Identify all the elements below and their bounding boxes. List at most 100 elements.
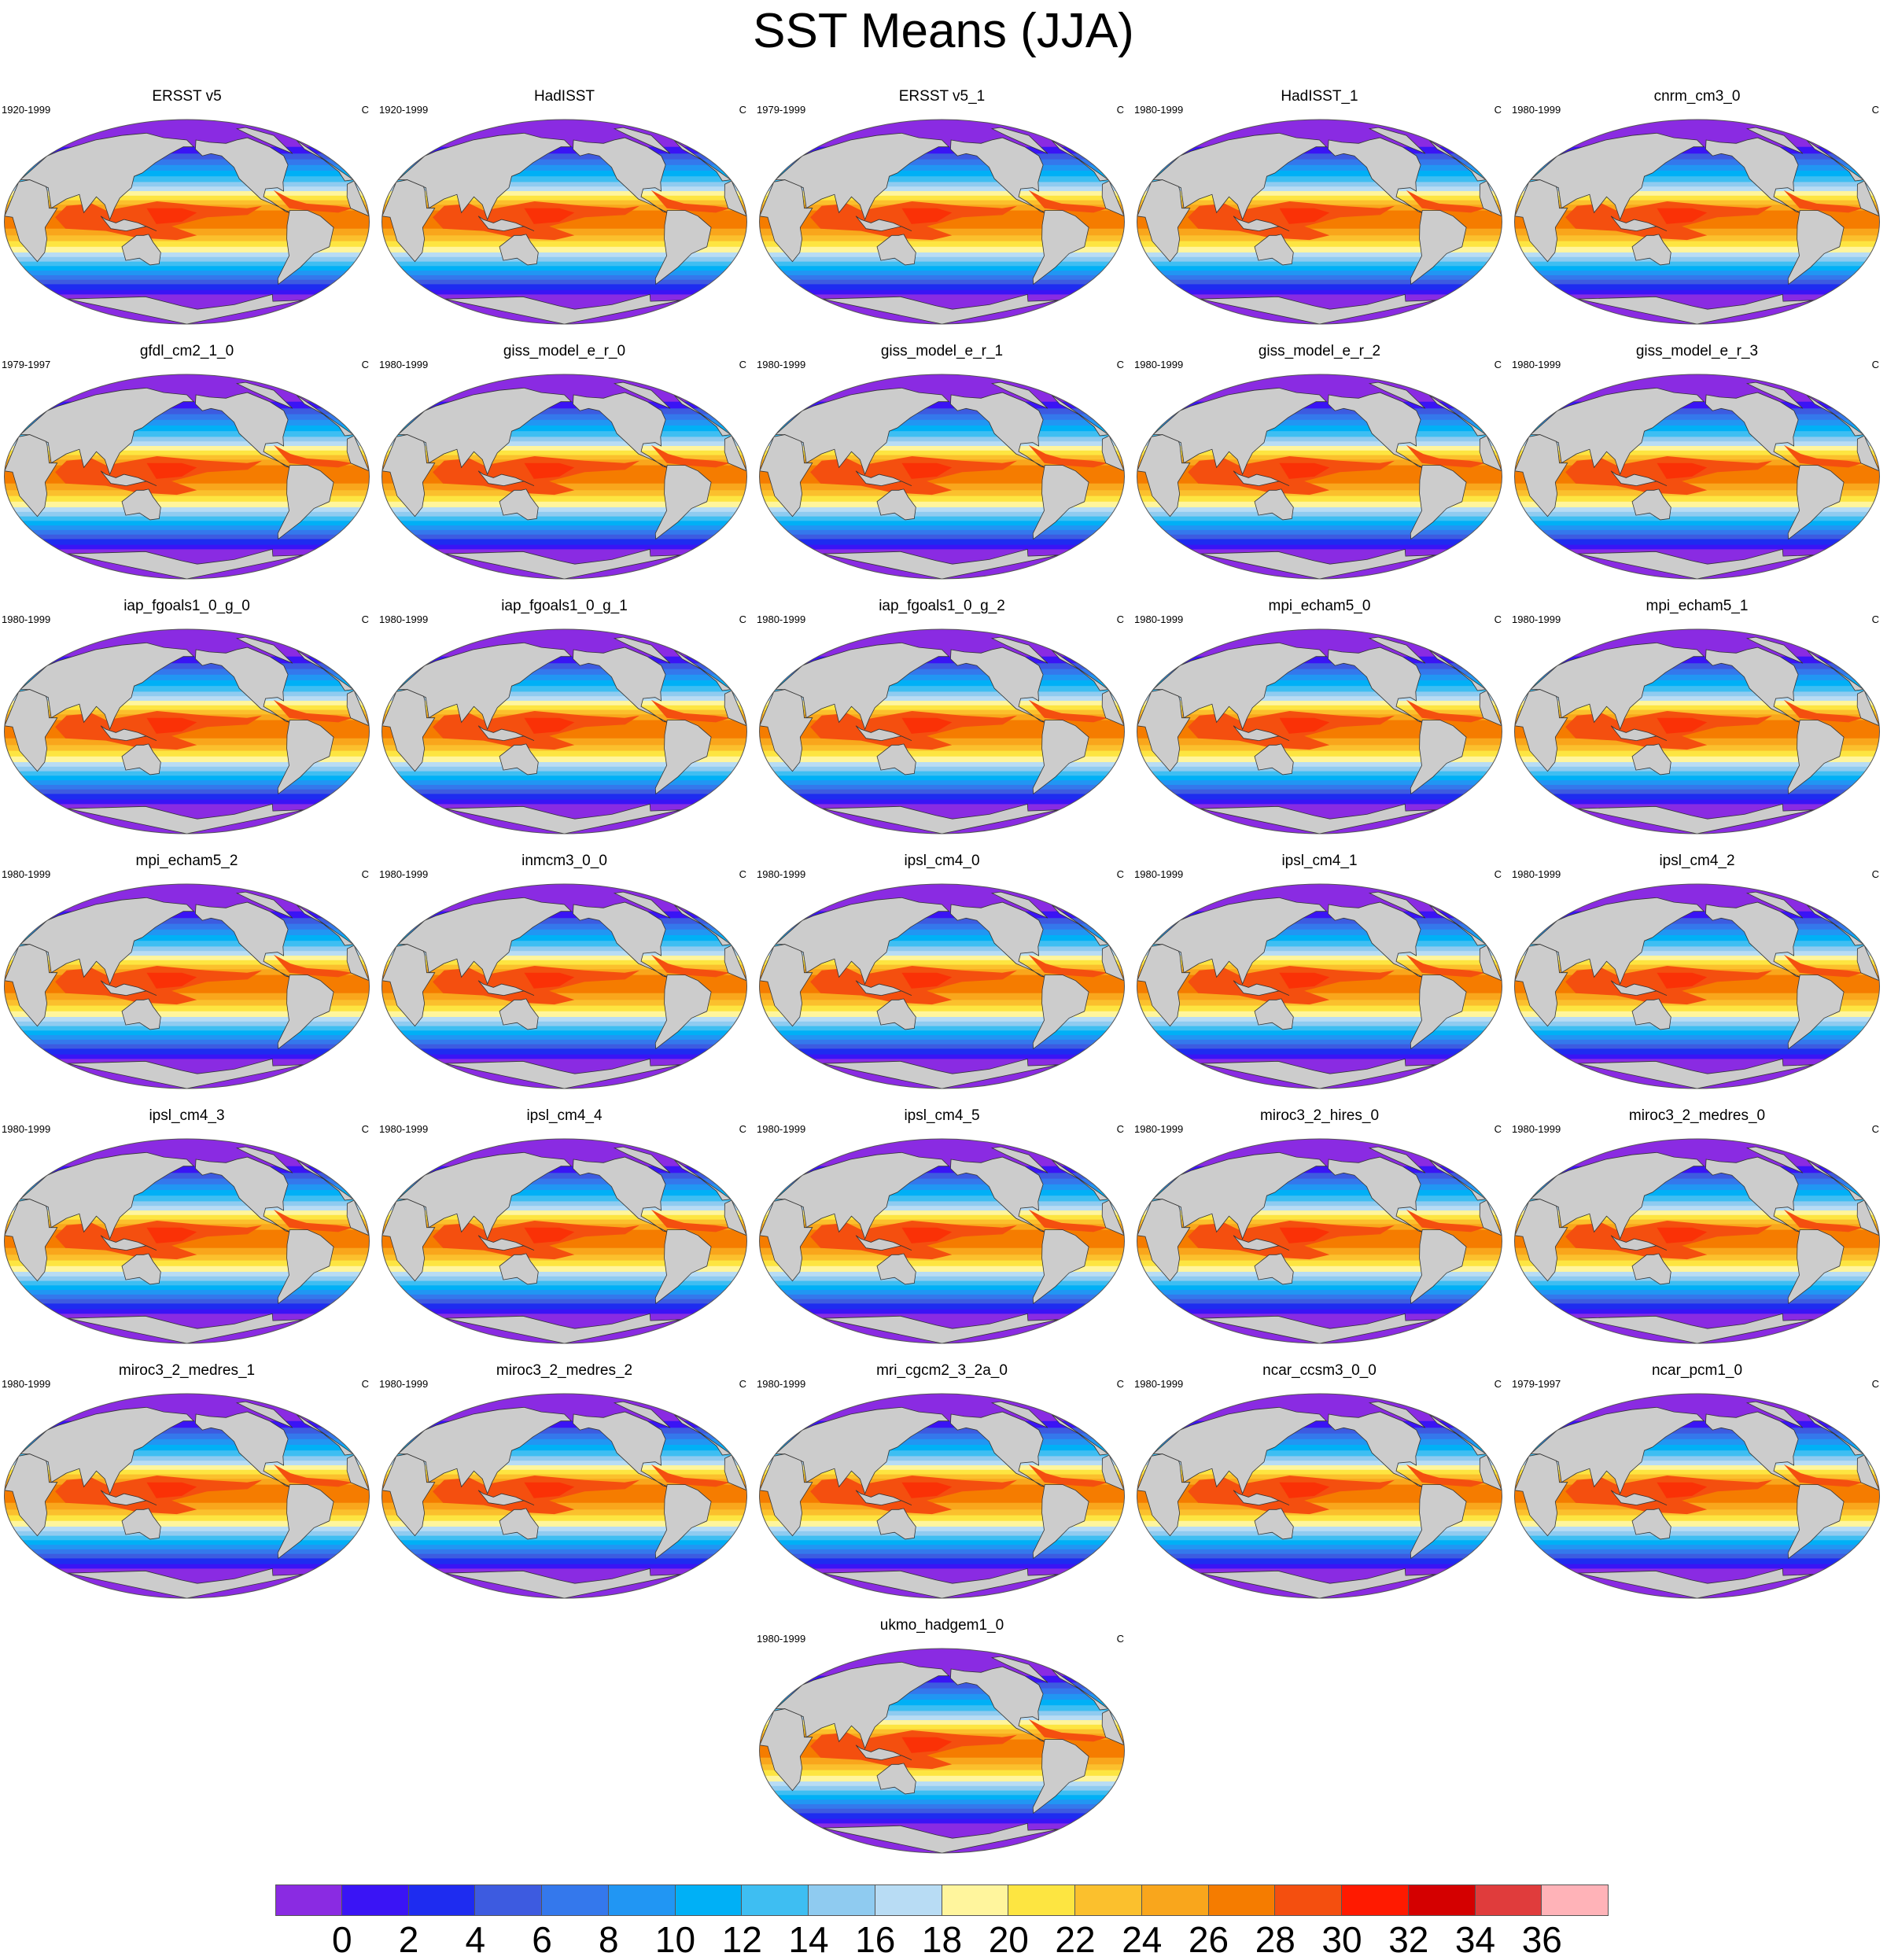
sst-band bbox=[381, 709, 747, 715]
indonesia-land bbox=[100, 216, 157, 232]
sst-band bbox=[1137, 1456, 1502, 1461]
sst-band bbox=[759, 1309, 1125, 1315]
sst-band bbox=[759, 1299, 1125, 1305]
sst-band bbox=[759, 1201, 1125, 1207]
colorbar-swatch bbox=[341, 1884, 409, 1916]
sst-map bbox=[381, 1138, 747, 1344]
sst-band bbox=[759, 455, 1125, 460]
colorbar-swatch bbox=[608, 1884, 676, 1916]
australia-land bbox=[1254, 1508, 1294, 1540]
north-america-land bbox=[1705, 137, 1800, 213]
warm-pool bbox=[901, 1482, 953, 1498]
sst-band bbox=[1514, 1011, 1880, 1018]
panel-units: C bbox=[1871, 868, 1879, 880]
sst-band bbox=[1137, 164, 1502, 171]
sst-band bbox=[1514, 1294, 1880, 1300]
warm-pool bbox=[273, 699, 353, 723]
sst-band bbox=[759, 1026, 1125, 1031]
north-america-land bbox=[1705, 901, 1800, 978]
sst-band bbox=[759, 1017, 1125, 1022]
sst-band bbox=[4, 1294, 370, 1300]
sst-band bbox=[4, 1276, 370, 1282]
panel-units: C bbox=[1494, 1378, 1502, 1390]
sst-band bbox=[381, 923, 747, 930]
sst-band bbox=[4, 709, 370, 715]
sst-band bbox=[759, 419, 1125, 426]
panel-units: C bbox=[739, 868, 746, 880]
sst-band bbox=[1514, 490, 1880, 497]
sst-band bbox=[381, 274, 747, 281]
panel-units: C bbox=[1116, 104, 1124, 116]
africa-land bbox=[1514, 689, 1568, 772]
indonesia-land bbox=[1233, 470, 1290, 487]
africa-land bbox=[759, 1708, 813, 1792]
sst-band bbox=[1137, 1280, 1502, 1286]
sst-band bbox=[381, 663, 747, 670]
sst-band bbox=[4, 1166, 370, 1173]
sst-band bbox=[1137, 1214, 1502, 1221]
africa-west-land bbox=[724, 945, 747, 982]
sst-band bbox=[1137, 539, 1502, 546]
sst-band bbox=[759, 516, 1125, 521]
map-panel: ukmo_hadgem1_0 1980-1999 C bbox=[755, 1609, 1129, 1861]
south-america-land bbox=[1787, 1484, 1845, 1560]
sst-band bbox=[381, 1420, 747, 1428]
africa-west-land bbox=[1856, 435, 1880, 472]
sst-band bbox=[381, 419, 747, 426]
greenland-land bbox=[1745, 636, 1804, 664]
sst-band bbox=[4, 750, 370, 757]
panel-units: C bbox=[361, 1123, 369, 1135]
sst-band bbox=[1137, 252, 1502, 258]
africa-west-land bbox=[1479, 1199, 1502, 1236]
sst-map bbox=[381, 628, 747, 834]
panel-title: miroc3_2_medres_0 bbox=[1628, 1107, 1766, 1124]
sst-band bbox=[759, 691, 1125, 697]
sst-band bbox=[381, 1531, 747, 1537]
south-america-land bbox=[1410, 720, 1467, 795]
sst-band bbox=[759, 1190, 1125, 1196]
africa-land bbox=[4, 944, 58, 1027]
sst-band bbox=[381, 964, 747, 970]
antarctica-land bbox=[1577, 548, 1815, 579]
sst-band bbox=[759, 289, 1125, 296]
sst-band bbox=[4, 1558, 370, 1565]
sst-band bbox=[4, 1299, 370, 1305]
australia-land bbox=[876, 1763, 916, 1795]
australia-land bbox=[121, 234, 161, 266]
indonesia-land bbox=[1233, 725, 1290, 742]
sst-band bbox=[381, 525, 747, 531]
antarctica-land bbox=[822, 1058, 1060, 1089]
sst-band bbox=[4, 960, 370, 966]
africa-land bbox=[759, 944, 813, 1027]
sst-band bbox=[1137, 1527, 1502, 1532]
sst-band bbox=[1514, 705, 1880, 711]
sst-band bbox=[381, 674, 747, 681]
sst-band bbox=[759, 426, 1125, 432]
antarctica-land bbox=[1577, 1313, 1815, 1343]
sst-band bbox=[759, 1558, 1125, 1565]
africa-land bbox=[759, 1453, 813, 1537]
sst-band bbox=[759, 680, 1125, 687]
sst-band bbox=[1137, 1558, 1502, 1565]
sst-band bbox=[759, 1795, 1125, 1800]
sst-band bbox=[381, 1021, 747, 1027]
sst-band bbox=[1137, 691, 1502, 697]
sst-band bbox=[759, 1276, 1125, 1282]
eurasia-east-land bbox=[19, 387, 195, 476]
sst-band bbox=[1137, 794, 1502, 801]
sst-band bbox=[759, 408, 1125, 415]
colorbar-tick-label: 0 bbox=[332, 1919, 352, 1960]
eurasia-west-land bbox=[1428, 139, 1487, 182]
sst-band bbox=[4, 176, 370, 182]
north-america-land bbox=[1705, 392, 1800, 468]
sst-band bbox=[381, 1196, 747, 1202]
eurasia-west-land bbox=[296, 1159, 355, 1201]
sst-band bbox=[759, 766, 1125, 772]
sst-band bbox=[759, 669, 1125, 676]
sst-band bbox=[759, 1515, 1125, 1522]
warm-pool bbox=[1657, 208, 1708, 224]
sst-band bbox=[1137, 1303, 1502, 1310]
antarctica-land bbox=[822, 1568, 1060, 1598]
antarctica-land bbox=[1200, 548, 1437, 579]
panel-period: 1980-1999 bbox=[379, 1378, 429, 1390]
